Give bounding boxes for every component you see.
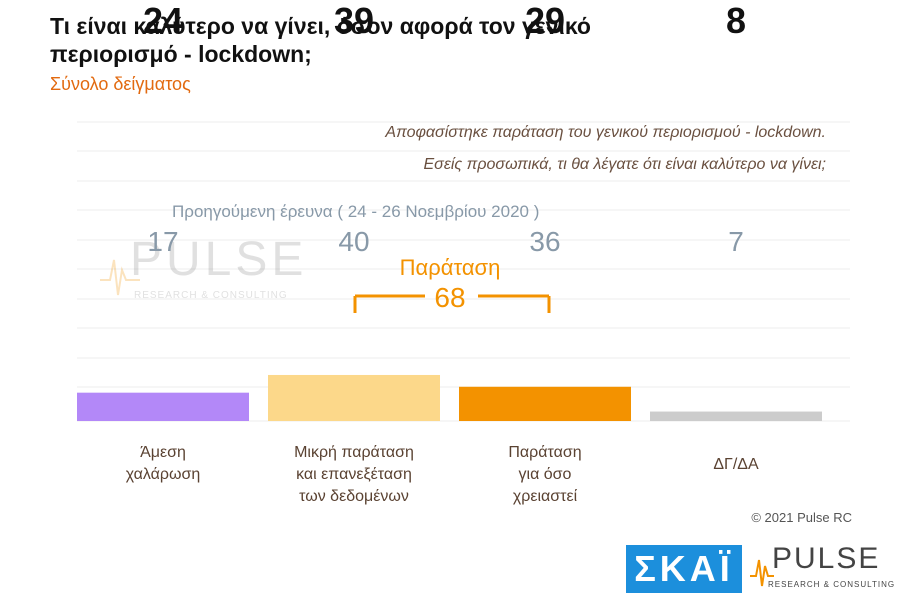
bar [650, 411, 822, 421]
watermark-word: PULSE [130, 233, 308, 286]
copyright: © 2021 Pulse RC [751, 510, 852, 525]
previous-value: 36 [529, 226, 561, 257]
chart-title: Τι είναι καλύτερο να γίνει, όσον αφορά τ… [50, 13, 591, 67]
previous-value: 17 [147, 226, 179, 257]
watermark-sub: RESEARCH & CONSULTING [134, 290, 288, 301]
skai-logo: ΣΚΑΪ [626, 545, 742, 593]
category-label: ΔΓ/ΔΑ [713, 456, 759, 473]
extension-group-total: 68 [434, 282, 466, 313]
bar-value-label: 8 [725, 0, 747, 41]
category-label: Άμεση χαλάρωση [125, 444, 201, 483]
previous-value: 40 [338, 226, 370, 257]
pulse-wave-icon [750, 559, 774, 587]
category-label: Παράταση για όσο χρειαστεί [508, 444, 582, 505]
bar [268, 374, 440, 421]
pulse-logo-sub: RESEARCH & CONSULTING [768, 580, 896, 589]
extension-group-label: Παράταση [399, 255, 501, 280]
bar [459, 386, 631, 421]
pulse-logo: PULSE RESEARCH & CONSULTING [750, 540, 894, 600]
previous-value: 7 [728, 226, 744, 257]
pulse-watermark: PULSE RESEARCH & CONSULTING [100, 232, 320, 312]
bar-value-label: 29 [524, 0, 566, 41]
chart-subtitle: Σύνολο δείγματος [50, 74, 191, 94]
question-line-2: Εσείς προσωπικά, τι θα λέγατε ότι είναι … [423, 156, 827, 173]
category-label: Μικρή παράταση και επανεξέταση των δεδομ… [294, 444, 414, 505]
bar-value-label: 39 [333, 0, 375, 41]
pulse-wave-icon [100, 259, 140, 296]
question-line-1: Αποφασίστηκε παράταση του γενικού περιορ… [385, 124, 826, 141]
previous-survey-label: Προηγούμενη έρευνα ( 24 - 26 Νοεμβρίου 2… [172, 202, 540, 221]
bar [77, 392, 249, 421]
bar-value-label: 24 [142, 0, 184, 41]
pulse-logo-word: PULSE [772, 542, 881, 575]
